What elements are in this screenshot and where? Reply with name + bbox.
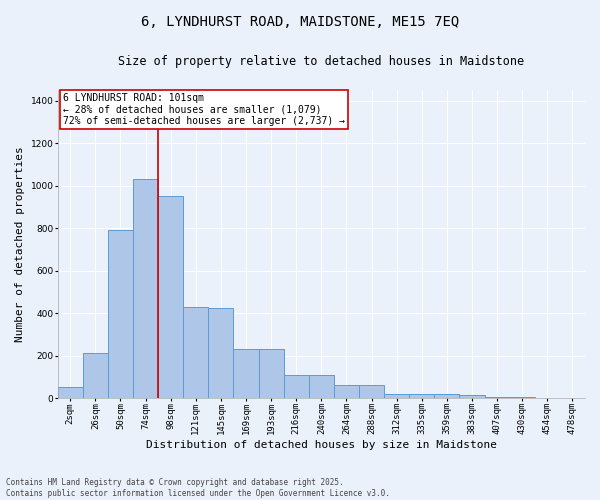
Bar [208, 308, 233, 398]
Bar [434, 394, 460, 398]
Bar [58, 388, 83, 398]
Bar [284, 374, 309, 398]
Bar [158, 196, 183, 398]
Bar [133, 179, 158, 398]
Bar [108, 230, 133, 398]
Bar [334, 386, 359, 398]
Bar [509, 397, 535, 398]
Text: Contains HM Land Registry data © Crown copyright and database right 2025.
Contai: Contains HM Land Registry data © Crown c… [6, 478, 390, 498]
Bar [384, 394, 409, 398]
Bar [409, 394, 434, 398]
Bar [309, 374, 334, 398]
Text: 6 LYNDHURST ROAD: 101sqm
← 28% of detached houses are smaller (1,079)
72% of sem: 6 LYNDHURST ROAD: 101sqm ← 28% of detach… [63, 93, 345, 126]
Bar [359, 386, 384, 398]
Bar [183, 306, 208, 398]
Text: 6, LYNDHURST ROAD, MAIDSTONE, ME15 7EQ: 6, LYNDHURST ROAD, MAIDSTONE, ME15 7EQ [141, 15, 459, 29]
Bar [233, 349, 259, 398]
Bar [83, 354, 108, 398]
Y-axis label: Number of detached properties: Number of detached properties [15, 146, 25, 342]
Bar [485, 397, 509, 398]
Title: Size of property relative to detached houses in Maidstone: Size of property relative to detached ho… [118, 55, 524, 68]
X-axis label: Distribution of detached houses by size in Maidstone: Distribution of detached houses by size … [146, 440, 497, 450]
Bar [460, 395, 485, 398]
Bar [259, 349, 284, 398]
